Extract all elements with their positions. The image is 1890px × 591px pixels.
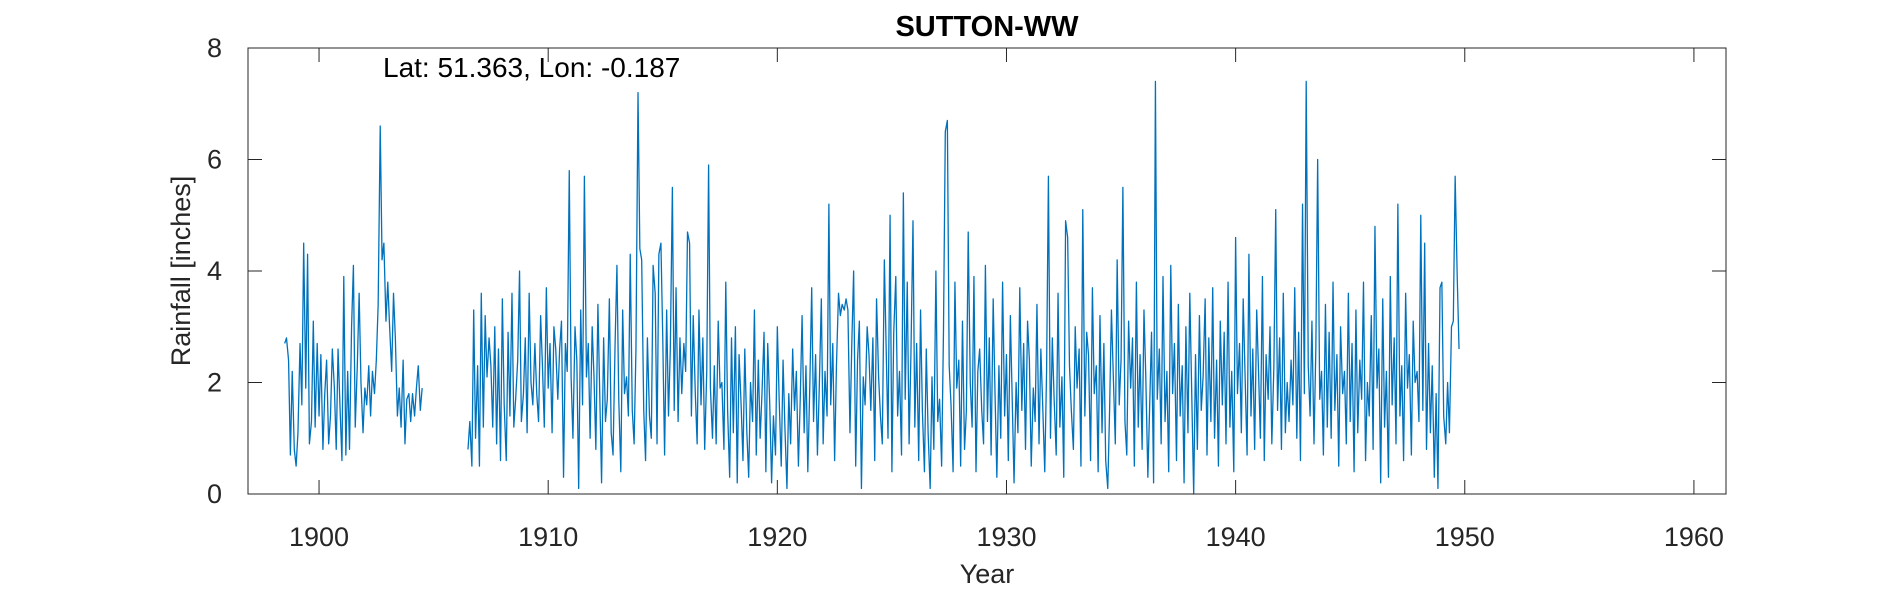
y-tick-labels: 0 2 4 6 8 [207, 33, 222, 509]
rainfall-series [284, 80, 1460, 495]
x-tick-label: 1910 [518, 522, 578, 552]
chart-title: SUTTON-WW [895, 11, 1079, 43]
rainfall-line-segment [284, 125, 423, 467]
x-tick-label: 1900 [289, 522, 349, 552]
x-tick-label: 1960 [1664, 522, 1724, 552]
rainfall-line-segment [467, 80, 1460, 495]
axes-box [247, 47, 1727, 495]
x-tick-label: 1950 [1435, 522, 1495, 552]
x-tick-label: 1940 [1206, 522, 1266, 552]
y-axis-title: Rainfall [inches] [166, 176, 196, 367]
x-tick-label: 1920 [747, 522, 807, 552]
y-tick-label: 0 [207, 479, 222, 509]
y-tick-label: 6 [207, 145, 222, 175]
y-tick-label: 4 [207, 256, 222, 286]
y-tick-label: 2 [207, 368, 222, 398]
lat-lon-annotation: Lat: 51.363, Lon: -0.187 [383, 52, 680, 83]
x-tick-labels: 1900 1910 1920 1930 1940 1950 1960 [289, 522, 1724, 552]
x-axis-title: Year [960, 559, 1015, 589]
y-tick-label: 8 [207, 33, 222, 63]
x-tick-label: 1930 [976, 522, 1036, 552]
